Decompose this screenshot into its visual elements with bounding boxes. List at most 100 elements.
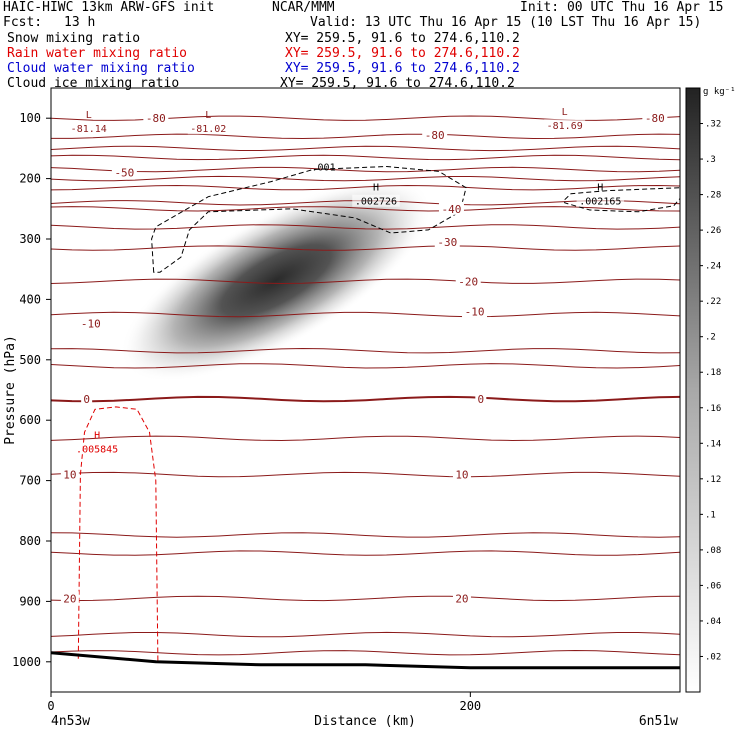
- y-tick-label: 1000: [12, 655, 41, 669]
- colorbar-ticks: .02 .04 .06 .08 .1 .12 .14 .16 .18 .2 .22 .24 .26 .28…: [700, 120, 721, 662]
- fcst-label: Fcst:: [3, 15, 43, 30]
- colorbar-tick-label: .18: [705, 368, 721, 378]
- colorbar-tick-label: .2: [705, 333, 716, 343]
- extremum-bg-3: [352, 194, 400, 207]
- plot-frame: [50, 87, 681, 693]
- terrain: [51, 651, 680, 670]
- temp-label-bg-10: [462, 304, 488, 318]
- contour-labels: -80 -80 -80 -50 -40 -30 -20 -10 0 0 -10 10 10 20 20 L -8…: [60, 107, 668, 605]
- ice-contour-1: [564, 187, 680, 213]
- temp-label-bg-9: [475, 392, 487, 406]
- extremum-value: -81.02: [190, 124, 226, 135]
- colorbar-tick-label: .16: [705, 404, 721, 414]
- field-xy-cloud-water: XY= 259.5, 91.6 to 274.6,110.2: [285, 61, 520, 76]
- rain-contours: [77, 406, 159, 662]
- ice-contour-label: .001: [312, 163, 336, 174]
- isotherm-485: [51, 347, 680, 354]
- y-tick-label: 100: [19, 111, 41, 125]
- field-label-cloud-water: Cloud water mixing ratio: [7, 61, 195, 76]
- colorbar-tick-label: .22: [705, 297, 721, 307]
- temp-label-bg-4: [438, 201, 464, 215]
- x-endpoint-left: 4n53w: [51, 714, 90, 729]
- temp-label: -50: [114, 167, 134, 180]
- field-xy-cloud-ice: XY= 259.5, 91.6 to 274.6,110.2: [280, 76, 515, 91]
- colorbar-tick-label: .08: [705, 546, 721, 556]
- extremum-bg-2: [544, 119, 586, 132]
- isotherm-565: [51, 395, 680, 403]
- extremum-value: .005845: [76, 444, 118, 455]
- temp-label: -40: [442, 203, 462, 216]
- rain-contour: [77, 406, 159, 662]
- colorbar-tick-label: .14: [705, 439, 721, 449]
- temp-label: 20: [455, 592, 468, 605]
- field-label-rain: Rain water mixing ratio: [7, 46, 188, 61]
- isotherm-215: [51, 184, 680, 191]
- colorbar-tick-label: .26: [705, 226, 721, 236]
- colorbar-tick-label: .04: [705, 617, 721, 627]
- temp-label-bg-7: [78, 316, 104, 330]
- y-tick-label: 200: [19, 172, 41, 186]
- isotherm-280: [51, 224, 680, 230]
- temp-label-bg-1: [422, 128, 448, 142]
- field-xy-rain: XY= 259.5, 91.6 to 274.6,110.2: [285, 46, 520, 61]
- temp-label-bg-13: [60, 591, 79, 605]
- temp-label-bg-5: [434, 235, 460, 249]
- snow-shading: [119, 178, 433, 382]
- ice-contour-0: [151, 165, 467, 273]
- isotherm-370: [51, 278, 680, 285]
- x-tick-label: 0: [47, 699, 54, 713]
- temp-label-bg-6: [455, 274, 481, 288]
- y-tick-label: 500: [19, 353, 41, 367]
- isotherm-790: [51, 532, 680, 538]
- extremum-value: .002165: [579, 197, 621, 208]
- extremum-value: .002726: [355, 197, 397, 208]
- isotherm-200: [51, 175, 680, 182]
- temp-label: 0: [83, 393, 90, 406]
- isotherm-250: [51, 206, 680, 212]
- isotherm-895: [51, 595, 680, 602]
- terrain-line: [51, 651, 680, 670]
- y-axis: 100 200 300 400 500 600 700 800 900 1000: [12, 111, 51, 669]
- temp-label: -30: [437, 236, 457, 249]
- init-time: Init: 00 UTC Thu 16 Apr 15: [520, 0, 724, 15]
- y-tick-label: 900: [19, 594, 41, 608]
- isotherm-820: [51, 550, 680, 556]
- extremum-bg-0: [68, 122, 110, 135]
- colorbar-tick-label: .06: [705, 581, 721, 591]
- field-xy-snow: XY= 259.5, 91.6 to 274.6,110.2: [285, 31, 520, 46]
- temp-label-bg-0: [143, 111, 169, 125]
- org-label: NCAR/MMM: [272, 0, 335, 15]
- colorbar-tick-label: .3: [705, 155, 716, 165]
- valid-time: Valid: 13 UTC Thu 16 Apr 15 (10 LST Thu …: [310, 15, 702, 30]
- temp-label-bg-14: [452, 591, 471, 605]
- temp-label: -10: [465, 305, 485, 318]
- extremum-value: -81.14: [71, 124, 107, 135]
- isotherm-150: [51, 145, 680, 152]
- colorbar-tick-label: .28: [705, 191, 721, 201]
- colorbar-tick-label: .1: [705, 510, 716, 520]
- extremum-bg-1: [187, 122, 229, 135]
- colorbar-tick-label: .02: [705, 652, 721, 662]
- temp-label: -10: [81, 318, 101, 331]
- temp-label: 0: [478, 393, 485, 406]
- isotherm-985: [51, 649, 680, 656]
- x-endpoint-right: 6n51w: [639, 714, 678, 729]
- y-tick-label: 800: [19, 534, 41, 548]
- extremum-L-mark: L: [86, 110, 92, 121]
- temp-label-bg-11: [60, 467, 79, 481]
- isotherm-185: [51, 166, 680, 173]
- field-label-cloud-ice: Cloud ice mixing ratio: [7, 76, 180, 91]
- colorbar-tick-label: .24: [705, 262, 721, 272]
- ice-contours: [151, 165, 680, 273]
- y-tick-label: 400: [19, 292, 41, 306]
- plot-title: HAIC-HIWC 13km ARW-GFS init: [3, 0, 215, 15]
- temp-label: -20: [458, 275, 478, 288]
- extremum-H-mark: H: [373, 183, 379, 194]
- extremum-value: -81.69: [547, 121, 583, 132]
- isotherm-315: [51, 245, 680, 251]
- extremum-L-mark: L: [205, 110, 211, 121]
- temp-label-bg-3: [111, 165, 137, 179]
- temp-label: 20: [63, 592, 76, 605]
- temp-label: 10: [63, 469, 76, 482]
